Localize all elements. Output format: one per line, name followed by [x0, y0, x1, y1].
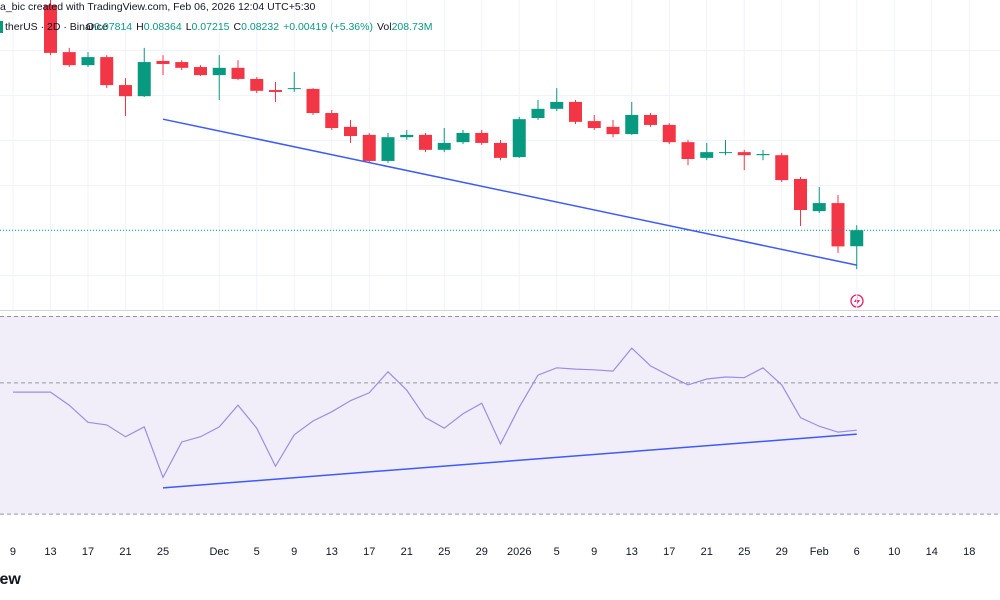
ohlc-value: 0.08364: [144, 21, 182, 33]
candle-body: [643, 114, 657, 125]
x-tick-label: 5: [554, 546, 560, 558]
band-fill: [0, 316, 1000, 515]
ohlc-value: 0.07814: [94, 21, 132, 33]
candle-body: [587, 121, 601, 128]
candle-body: [681, 142, 695, 160]
x-tick-label: 2026: [507, 546, 531, 558]
header-line: a_bic created with TradingView.com, Feb …: [0, 1, 315, 13]
x-tick-label: 17: [363, 546, 375, 558]
trendline: [162, 433, 857, 489]
candle-body: [231, 67, 245, 79]
x-tick-label: 13: [326, 546, 338, 558]
header: a_bic created with TradingView.com, Feb …: [0, 1, 432, 33]
candle-body: [343, 126, 357, 137]
volume-value: 208.73M: [392, 21, 433, 33]
candle-body: [250, 78, 264, 91]
ohlc-key: L: [186, 21, 192, 33]
candle-body: [268, 90, 282, 92]
x-tick-label: 5: [254, 546, 260, 558]
ohlc-value: 0.07215: [192, 21, 230, 33]
x-tick-label: 21: [701, 546, 713, 558]
candle-body: [625, 114, 639, 135]
candle-body: [531, 108, 545, 119]
x-tick-label: 25: [438, 546, 450, 558]
x-tick-label: 10: [888, 546, 900, 558]
candle-body: [43, 4, 57, 53]
candle-body: [850, 230, 864, 247]
candle-body: [193, 67, 207, 76]
symbol: therUS · 2D · Binance: [5, 21, 108, 33]
candle-body: [381, 137, 395, 161]
x-tick-label: 25: [157, 546, 169, 558]
candle-body: [362, 134, 376, 161]
ohlc-key: O: [86, 21, 94, 33]
candle-body: [62, 52, 76, 66]
x-tick-label: 29: [476, 546, 488, 558]
x-tick-label: 9: [10, 546, 16, 558]
candle-body: [212, 67, 226, 76]
x-tick-label: 6: [854, 546, 860, 558]
logo: iew: [0, 571, 21, 588]
candle-body: [156, 60, 170, 64]
x-tick-label: Feb: [810, 546, 829, 558]
candle-body: [418, 134, 432, 150]
candle-body: [81, 57, 95, 66]
candle-body: [100, 57, 114, 86]
candle-body: [475, 132, 489, 143]
candle-body: [400, 134, 414, 138]
candle-body: [606, 126, 620, 135]
ohlc-legend: O0.07814 H0.08364 L0.07215 C0.08232 +0.00419…: [86, 21, 432, 33]
candle-body: [118, 85, 132, 97]
x-tick-label: Dec: [209, 546, 229, 558]
x-tick-label: 21: [119, 546, 131, 558]
candle-body: [812, 203, 826, 212]
x-tick-label: 9: [591, 546, 597, 558]
x-tick-label: 18: [963, 546, 975, 558]
candle-body: [550, 101, 564, 109]
ohlc-key: H: [136, 21, 144, 33]
x-tick-label: 25: [738, 546, 750, 558]
candle-body: [756, 154, 770, 156]
candle-body: [568, 101, 582, 122]
x-tick-label: 13: [626, 546, 638, 558]
candle-body: [718, 152, 732, 154]
candle-body: [737, 152, 751, 156]
x-tick-label: 21: [401, 546, 413, 558]
x-tick-label: 17: [663, 546, 675, 558]
candle-body: [437, 142, 451, 150]
candle-body: [831, 203, 845, 247]
trendline: [162, 118, 857, 266]
change: +0.00419 (+5.36%): [283, 21, 373, 33]
candle-body: [287, 88, 301, 90]
candle-body: [137, 62, 151, 97]
candle-body: [493, 142, 507, 158]
volume-key: Vol: [377, 21, 392, 33]
candle-body: [325, 113, 339, 128]
candle-body: [175, 62, 189, 68]
candle-body: [775, 155, 789, 181]
candle-body: [793, 178, 807, 210]
candle-body: [662, 124, 676, 143]
x-tick-label: 13: [44, 546, 56, 558]
candle-body: [456, 132, 470, 143]
candle-body: [512, 119, 526, 158]
symbol-icon: [0, 21, 3, 33]
x-tick-label: 17: [82, 546, 94, 558]
x-tick-label: 14: [926, 546, 938, 558]
candle-body: [700, 152, 714, 158]
candle-body: [306, 88, 320, 114]
x-tick-label: 9: [291, 546, 297, 558]
rsi-line: [12, 347, 857, 479]
ohlc-value: 0.08232: [241, 21, 279, 33]
x-tick-label: 29: [776, 546, 788, 558]
ohlc-key: C: [234, 21, 242, 33]
